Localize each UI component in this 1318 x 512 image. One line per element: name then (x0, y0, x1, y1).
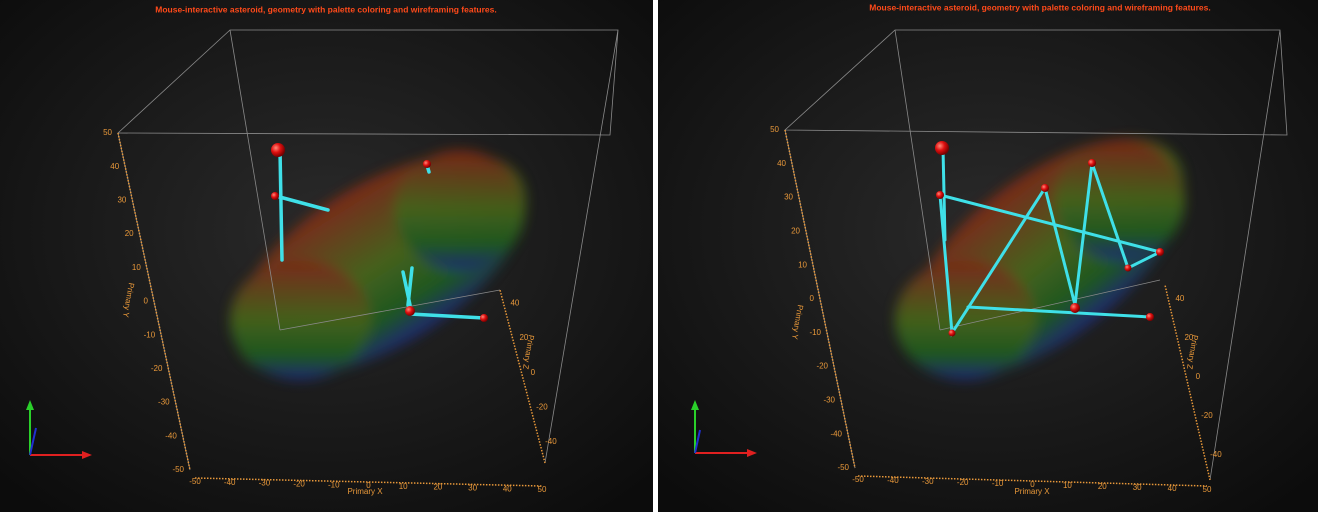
y-tick-label: 0 (810, 294, 815, 303)
orientation-gizmo (691, 400, 757, 457)
sphere (936, 191, 944, 199)
y-tick-label: -40 (165, 431, 177, 440)
sphere (423, 160, 431, 168)
y-tick-label: -30 (158, 398, 170, 407)
bounding-box (116, 29, 619, 471)
sphere (271, 143, 285, 157)
x-tick-label: 20 (1098, 482, 1107, 491)
sphere (1070, 303, 1080, 313)
y-tick-label: -50 (172, 465, 184, 474)
y-tick-label: -10 (144, 330, 156, 339)
axis-line (117, 132, 191, 471)
sphere (948, 329, 956, 337)
axis-line (784, 129, 856, 469)
y-tick-label: 30 (117, 196, 126, 205)
y-tick-label: 20 (791, 227, 800, 236)
x-tick-label: 40 (1168, 484, 1177, 493)
panel: Mouse-interactive asteroid, geometry wit… (770, 2, 1222, 496)
sphere (271, 192, 279, 200)
x-tick-label: -50 (852, 475, 864, 484)
y-tick-label: 50 (770, 125, 779, 134)
asteroid (895, 138, 1185, 380)
z-tick-label: -20 (536, 402, 548, 411)
y-tick-label: -10 (809, 328, 821, 337)
sphere (480, 314, 488, 322)
x-tick-label: 10 (399, 482, 408, 491)
y-tick-label: 0 (144, 297, 149, 306)
x-tick-label: 30 (468, 484, 477, 493)
y-tick-label: 20 (125, 229, 134, 238)
x-tick-label: 50 (1203, 485, 1212, 494)
y-tick-label: -20 (151, 364, 163, 373)
z-tick-label: 20 (1184, 333, 1193, 342)
sphere (405, 306, 415, 316)
points (935, 141, 1164, 337)
z-tick-label: -20 (1201, 411, 1213, 420)
x-tick-label: 30 (1133, 483, 1142, 492)
z-tick-label: 40 (510, 299, 519, 308)
points (271, 143, 488, 322)
x-tick-label: 0 (1030, 480, 1035, 489)
panel-title: Mouse-interactive asteroid, geometry wit… (155, 4, 497, 14)
z-tick-label: -40 (1210, 450, 1222, 459)
z-tick-label: 40 (1175, 294, 1184, 303)
y-tick-label: 40 (777, 159, 786, 168)
x-tick-label: -10 (328, 480, 340, 489)
z-tick-label: 20 (519, 333, 528, 342)
x-tick-label: 20 (433, 483, 442, 492)
y-tick-label: -50 (837, 463, 849, 472)
scene (116, 29, 619, 471)
sphere (1124, 264, 1132, 272)
z-tick-label: 0 (531, 368, 536, 377)
y-tick-label: -30 (823, 396, 835, 405)
bounding-box (783, 29, 1288, 481)
x-tick-label: 50 (538, 485, 547, 494)
divider (653, 0, 658, 512)
x-tick-label: -40 (887, 476, 899, 485)
sphere (935, 141, 949, 155)
x-tick-label: -40 (224, 478, 236, 487)
sphere (1088, 159, 1096, 167)
panel: Mouse-interactive asteroid, geometry wit… (103, 4, 557, 496)
y-tick-label: 10 (132, 263, 141, 272)
y-tick-label: -40 (830, 429, 842, 438)
y-tick-label: 40 (110, 162, 119, 171)
panel-title: Mouse-interactive asteroid, geometry wit… (869, 2, 1211, 12)
scene (783, 29, 1288, 481)
x-tick-label: -20 (293, 480, 305, 489)
x-tick-label: -20 (957, 478, 969, 487)
x-tick-label: 0 (366, 481, 371, 490)
z-tick-label: 0 (1196, 372, 1201, 381)
sphere (1156, 248, 1164, 256)
x-tick-label: -30 (259, 479, 271, 488)
y-tick-label: 10 (798, 260, 807, 269)
asteroid (230, 150, 527, 380)
x-tick-label: 40 (503, 484, 512, 493)
z-tick-label: -40 (545, 437, 557, 446)
y-tick-label: 30 (784, 193, 793, 202)
y-tick-label: -20 (816, 362, 828, 371)
axis-line (194, 477, 543, 487)
sphere (1041, 184, 1049, 192)
axis-line (1164, 284, 1211, 481)
x-axis-title: Primary X (1014, 487, 1050, 496)
orientation-gizmo (26, 400, 92, 459)
y-tick-label: 50 (103, 128, 112, 137)
axis-line (857, 475, 1208, 487)
sphere (1146, 313, 1154, 321)
x-tick-label: -50 (189, 477, 201, 486)
x-tick-label: -30 (922, 477, 934, 486)
x-tick-label: 10 (1063, 481, 1072, 490)
connector (274, 148, 486, 320)
x-tick-label: -10 (992, 479, 1004, 488)
x-axis-title: Primary X (347, 487, 383, 496)
